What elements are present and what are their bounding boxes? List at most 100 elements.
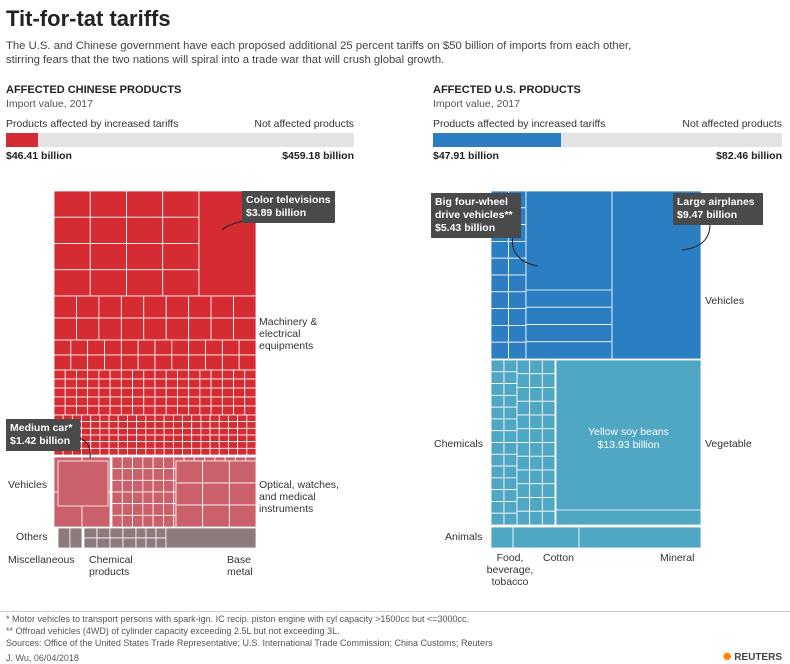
china-optical-tile — [202, 482, 230, 506]
us-cotton-tile — [512, 526, 580, 549]
china-optical-tile — [152, 503, 164, 516]
china-machinery-tile — [163, 427, 174, 436]
china-machinery-tile — [221, 396, 234, 407]
callout-four-wheel-drive: Big four-wheel drive vehicles** $5.43 bi… — [431, 193, 521, 238]
us-chemicals-tile — [516, 442, 531, 457]
china-machinery-tile — [205, 354, 223, 371]
china-machinery-tile — [162, 190, 200, 218]
china-machinery-tile — [163, 447, 174, 456]
us-chemicals-tile — [529, 387, 543, 402]
us-chemicals-tile — [529, 469, 543, 485]
china-optical-tile — [152, 479, 164, 493]
china-machinery-tile — [228, 427, 239, 436]
china-machinery-tile — [172, 441, 183, 449]
china-machinery-tile — [127, 427, 138, 436]
china-optical-tile — [111, 514, 123, 528]
china-machinery-tile — [143, 295, 167, 319]
china-others-tile — [57, 527, 71, 549]
us-chemicals-tile — [541, 387, 556, 402]
china-chemical-tile — [155, 527, 167, 539]
china-machinery-tile — [98, 317, 122, 341]
china-machinery-tile — [172, 427, 183, 436]
china-machinery-tile — [64, 378, 77, 389]
china-machinery-tile — [154, 421, 165, 429]
china-machinery-tile — [132, 387, 145, 398]
china-machinery-tile — [218, 414, 229, 423]
china-machinery-tile — [117, 427, 128, 436]
china-optical-tile — [121, 514, 133, 528]
china-machinery-tile — [221, 378, 234, 389]
china-machinery-tile — [246, 421, 257, 429]
us-chemicals-tile — [490, 465, 505, 479]
china-machinery-tile — [233, 387, 246, 398]
china-machinery-tile — [218, 447, 229, 456]
china-machinery-tile — [117, 414, 128, 423]
china-optical-tile — [163, 468, 175, 481]
china-machinery-tile — [117, 441, 128, 449]
china-optical-tile — [163, 456, 175, 470]
china-machinery-tile — [53, 317, 77, 341]
china-machinery-tile — [87, 387, 100, 398]
china-machinery-tile — [199, 396, 212, 407]
us-chemicals-tile — [541, 373, 556, 388]
us-chemicals-tile — [503, 501, 518, 514]
us-chemicals-tile — [516, 455, 531, 471]
china-machinery-tile — [117, 434, 128, 443]
soy-beans-name: Yellow soy beans — [588, 426, 669, 438]
china-machinery-tile — [64, 405, 77, 416]
us-vehicles-tile — [508, 274, 527, 293]
us-vehicles-tile — [490, 308, 509, 326]
china-machinery-tile — [98, 378, 111, 389]
china-machinery-tile — [87, 378, 100, 389]
china-machinery-tile — [228, 421, 239, 429]
us-label-animals: Animals — [445, 531, 483, 543]
china-machinery-tile — [177, 396, 190, 407]
china-machinery-tile — [238, 354, 257, 371]
china-machinery-tile — [246, 434, 257, 443]
china-label-optical: Optical, watches, and medical instrument… — [259, 479, 339, 515]
china-optical-tile — [163, 491, 175, 505]
china-optical-tile — [121, 503, 133, 516]
china-machinery-tile — [143, 369, 156, 380]
china-optical-tile — [228, 482, 257, 506]
china-chemical-tile — [135, 527, 147, 539]
china-machinery-tile — [109, 369, 122, 380]
us-vehicles-tile — [525, 306, 613, 325]
china-machinery-tile — [163, 434, 174, 443]
china-machinery-tile — [237, 441, 248, 449]
china-machinery-tile — [120, 396, 133, 407]
china-optical-tile — [228, 460, 257, 484]
china-machinery-tile — [210, 295, 234, 319]
china-machinery-tile — [210, 378, 223, 389]
china-affected-label: Products affected by increased tariffs — [6, 118, 179, 130]
china-machinery-tile — [233, 295, 257, 319]
us-chemicals-tile — [529, 428, 543, 443]
china-machinery-tile — [244, 396, 257, 407]
china-machinery-tile — [53, 269, 91, 297]
reuters-logo: ✺ REUTERS — [723, 652, 782, 663]
us-chemicals-tile — [529, 400, 543, 416]
us-chemicals-tile — [529, 510, 543, 526]
china-machinery-tile — [81, 434, 92, 443]
china-machinery-tile — [237, 434, 248, 443]
china-machinery-tile — [182, 421, 193, 429]
china-machinery-tile — [120, 317, 145, 341]
china-machinery-tile — [244, 369, 257, 380]
china-machinery-tile — [104, 354, 122, 371]
china-optical-tile — [175, 482, 204, 506]
china-label-chemical: Chemical products — [89, 554, 133, 578]
china-machinery-tile — [210, 405, 223, 416]
china-machinery-tile — [200, 434, 211, 443]
china-machinery-tile — [162, 243, 200, 271]
china-machinery-tile — [221, 405, 234, 416]
us-chemicals-tile — [541, 483, 556, 498]
china-affected-value: $46.41 billion — [6, 150, 72, 162]
us-vegetable-tile — [555, 509, 702, 526]
china-machinery-tile — [64, 387, 77, 398]
china-machinery-tile — [154, 414, 165, 423]
china-machinery-tile — [221, 387, 234, 398]
china-machinery-tile — [218, 434, 229, 443]
medium-car-tile — [57, 460, 109, 507]
china-machinery-tile — [87, 354, 105, 371]
china-machinery-tile — [199, 378, 212, 389]
